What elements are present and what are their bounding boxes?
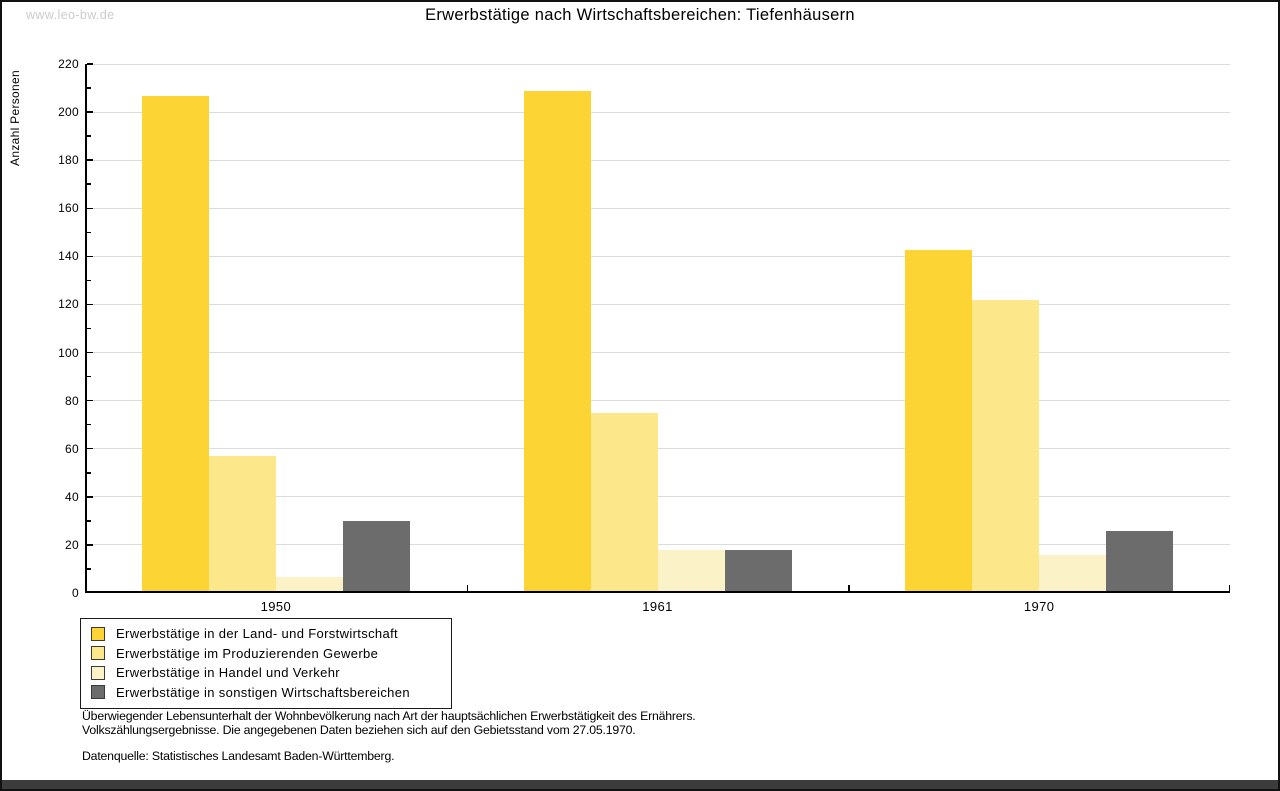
y-minor-tick [87, 87, 91, 89]
watermark: www.leo-bw.de [26, 8, 115, 22]
legend-item: Erwerbstätige in sonstigen Wirtschaftsbe… [91, 683, 441, 703]
y-tick [87, 63, 93, 65]
bar-1970-series4 [1106, 530, 1174, 591]
legend-swatch [91, 626, 105, 641]
y-tick [87, 351, 93, 354]
y-minor-tick [87, 520, 91, 522]
bar-1961-series2 [590, 413, 658, 591]
legend-swatch [91, 685, 105, 700]
y-tick-label: 100 [58, 345, 79, 360]
footnote-line: Volkszählungsergebnisse. Die angegebenen… [82, 723, 636, 737]
gridline [87, 255, 1230, 257]
gridline [87, 544, 1230, 546]
y-minor-tick [87, 135, 91, 137]
y-tick [87, 303, 93, 306]
bar-1950-series3 [275, 576, 343, 591]
y-minor-tick [87, 375, 91, 378]
legend-item: Erwerbstätige in Handel und Verkehr [91, 663, 441, 683]
x-tick-label: 1970 [1023, 599, 1055, 614]
y-tick-label: 140 [58, 249, 79, 264]
y-tick-label: 220 [58, 57, 79, 71]
bar-1950-series2 [208, 456, 276, 591]
y-tick [87, 496, 93, 498]
y-tick [87, 255, 93, 258]
y-minor-tick [87, 568, 91, 570]
y-tick-label: 40 [65, 489, 79, 504]
legend-item: Erwerbstätige im Produzierenden Gewerbe [91, 644, 441, 664]
legend-label: Erwerbstätige in Handel und Verkehr [116, 665, 340, 681]
x-tick-label: 1961 [642, 599, 673, 614]
y-minor-tick [87, 472, 91, 474]
y-tick-label: 0 [72, 586, 79, 600]
x-tick-label: 1950 [260, 599, 292, 614]
x-tick [1228, 585, 1230, 591]
data-source: Datenquelle: Statistisches Landesamt Bad… [82, 749, 395, 763]
bar-1970-series2 [972, 300, 1040, 591]
y-minor-tick [87, 423, 91, 426]
y-minor-tick [87, 327, 91, 330]
legend-swatch [91, 665, 105, 680]
gridline [87, 496, 1230, 498]
bar-1950-series1 [141, 95, 209, 591]
legend-item: Erwerbstätige in der Land- und Forstwirt… [91, 624, 441, 644]
y-tick-label: 200 [58, 105, 79, 120]
gridline [87, 63, 1230, 65]
y-axis-label: Anzahl Personen [8, 70, 22, 166]
gridline [87, 303, 1230, 305]
gridline [87, 159, 1230, 161]
legend-label: Erwerbstätige in der Land- und Forstwirt… [116, 626, 398, 642]
y-tick [87, 447, 93, 450]
y-tick-label: 60 [65, 441, 79, 456]
footnote: Überwiegender Lebensunterhalt der Wohnbe… [82, 709, 696, 763]
gridline [87, 111, 1230, 113]
y-tick [87, 399, 93, 402]
y-tick [87, 159, 93, 161]
y-tick [87, 544, 93, 546]
x-tick [848, 585, 850, 591]
legend-label: Erwerbstätige im Produzierenden Gewerbe [116, 645, 379, 661]
gridline [87, 400, 1230, 402]
y-minor-tick [87, 231, 91, 234]
y-tick [87, 207, 93, 210]
bar-1950-series4 [342, 521, 410, 591]
legend: Erwerbstätige in der Land- und Forstwirt… [80, 618, 452, 709]
bar-1961-series3 [657, 550, 725, 591]
bottom-bar [2, 780, 1278, 789]
bar-1970-series3 [1039, 554, 1107, 591]
gridline [87, 207, 1230, 209]
legend-label: Erwerbstätige in sonstigen Wirtschaftsbe… [116, 684, 410, 700]
y-minor-tick [87, 279, 91, 282]
bar-1961-series4 [724, 550, 792, 591]
y-tick-label: 20 [65, 537, 79, 552]
x-axis-line [85, 591, 1230, 593]
footnote-line: Überwiegender Lebensunterhalt der Wohnbe… [82, 709, 696, 723]
plot-area: 0 20 40 60 80 100 120 140 160 180 200 220 1950 1961 19… [58, 57, 1230, 614]
gridline [87, 448, 1230, 450]
gridline [87, 352, 1230, 354]
legend-swatch [91, 646, 105, 661]
x-tick [466, 585, 469, 591]
y-tick [87, 111, 93, 113]
y-minor-tick [87, 183, 91, 185]
y-tick-label: 180 [58, 153, 79, 168]
y-tick-label: 120 [58, 297, 79, 312]
bar-1961-series1 [523, 90, 591, 591]
bar-1970-series1 [905, 249, 973, 591]
chart-title: Erwerbstätige nach Wirtschaftsbereichen:… [425, 6, 855, 24]
y-axis-line [85, 64, 87, 593]
y-tick-label: 160 [58, 201, 79, 216]
y-tick-label: 80 [65, 393, 79, 408]
